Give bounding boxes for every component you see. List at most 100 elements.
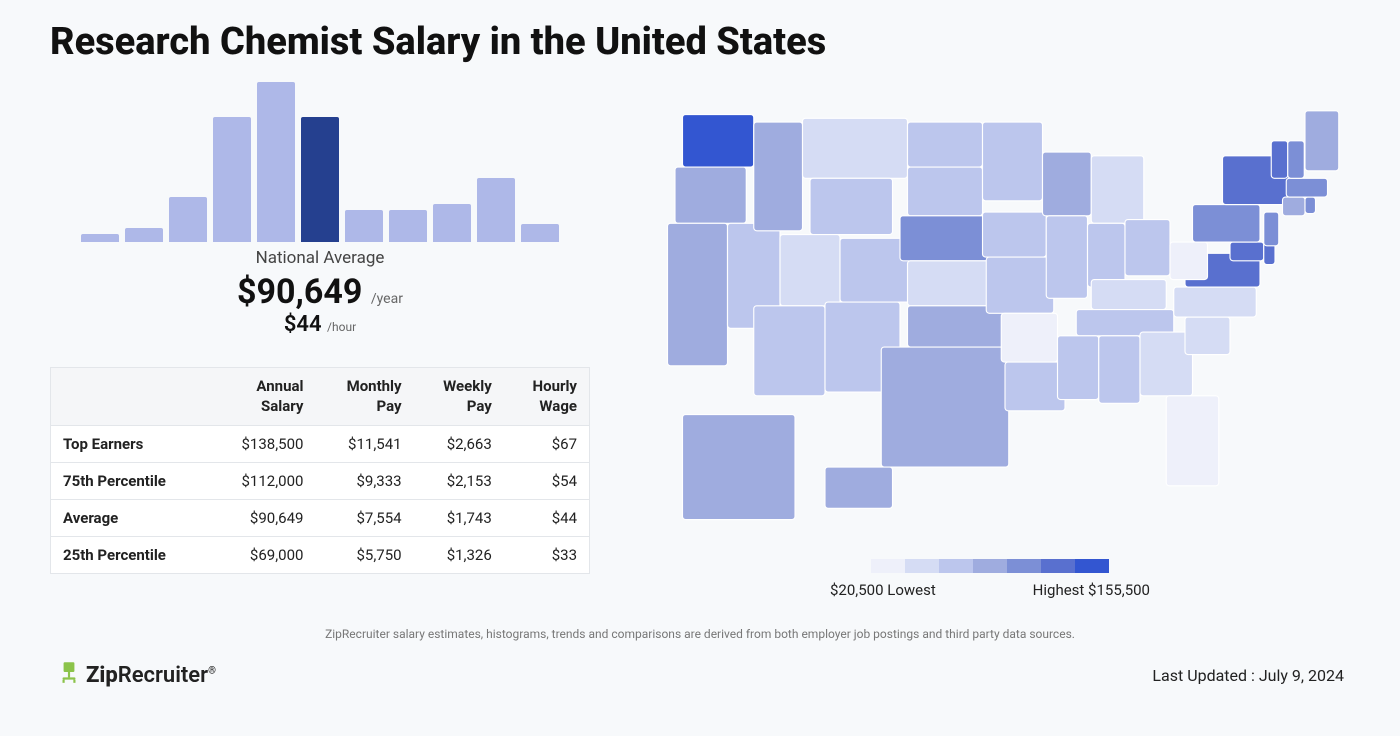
state-NJ — [1264, 212, 1279, 246]
table-row: 25th Percentile$69,000$5,750$1,326$33 — [51, 537, 590, 574]
table-cell: $69,000 — [209, 537, 316, 574]
table-row: Top Earners$138,500$11,541$2,663$67 — [51, 426, 590, 463]
legend-highest: Highest $155,500 — [1033, 581, 1150, 599]
table-cell: $9,333 — [315, 463, 413, 500]
table-column-header — [51, 368, 209, 426]
us-choropleth-map — [630, 82, 1350, 552]
state-MA — [1286, 178, 1327, 197]
table-column-header: AnnualSalary — [209, 368, 316, 426]
histogram-bar — [81, 234, 119, 242]
state-AK — [683, 415, 796, 520]
salary-year-value: $90,649 — [237, 272, 362, 312]
salary-year-unit: /year — [371, 291, 403, 307]
table-cell: 75th Percentile — [51, 463, 209, 500]
table-cell: $1,743 — [414, 500, 504, 537]
state-MT — [803, 118, 908, 178]
histogram-bar — [257, 82, 295, 242]
state-RI — [1305, 197, 1316, 214]
state-ME — [1305, 111, 1339, 171]
state-MI — [1091, 156, 1144, 224]
logo-text-recruiter: Recruiter — [118, 663, 208, 688]
state-ID — [754, 122, 803, 231]
state-UT — [780, 235, 840, 306]
legend-swatch — [905, 559, 939, 573]
salary-per-hour: $44 /hour — [50, 312, 590, 337]
state-MD — [1230, 242, 1264, 261]
state-SD — [908, 167, 983, 216]
table-cell: $67 — [504, 426, 590, 463]
table-cell: Top Earners — [51, 426, 209, 463]
table-cell: $54 — [504, 463, 590, 500]
state-CT — [1283, 197, 1306, 216]
histogram-bar — [477, 178, 515, 242]
state-AR — [1001, 313, 1057, 362]
state-IA — [983, 212, 1047, 257]
legend-swatch — [1041, 559, 1075, 573]
state-PA — [1193, 205, 1261, 243]
state-IL — [1046, 216, 1087, 299]
logo-text-zip: Zip — [86, 663, 118, 688]
state-FL — [1166, 396, 1219, 486]
last-updated: Last Updated : July 9, 2024 — [1152, 666, 1344, 685]
histogram-bar — [389, 210, 427, 242]
table-cell: 25th Percentile — [51, 537, 209, 574]
legend-swatch — [939, 559, 973, 573]
table-cell: Average — [51, 500, 209, 537]
salary-hour-unit: /hour — [327, 320, 356, 334]
table-cell: $11,541 — [315, 426, 413, 463]
table-cell: $7,554 — [315, 500, 413, 537]
state-TX — [881, 347, 1009, 467]
state-WV — [1170, 242, 1208, 280]
state-KS — [908, 261, 998, 306]
table-cell: $33 — [504, 537, 590, 574]
state-IN — [1088, 223, 1126, 287]
table-cell: $1,326 — [414, 537, 504, 574]
map-legend: $20,500 Lowest Highest $155,500 — [630, 558, 1350, 599]
histogram-bar — [125, 228, 163, 242]
state-LA — [1005, 362, 1065, 411]
histogram-bar — [213, 117, 251, 242]
table-column-header: WeeklyPay — [414, 368, 504, 426]
state-AZ — [754, 306, 825, 396]
table-row: Average$90,649$7,554$1,743$44 — [51, 500, 590, 537]
table-cell: $2,153 — [414, 463, 504, 500]
table-cell: $44 — [504, 500, 590, 537]
state-SC — [1185, 317, 1230, 355]
table-column-header: MonthlyPay — [315, 368, 413, 426]
state-NE — [900, 216, 990, 261]
ziprecruiter-logo: ZipRecruiter® — [56, 659, 216, 691]
state-MO — [986, 257, 1054, 313]
state-NH — [1288, 141, 1305, 179]
salary-per-year: $90,649 /year — [50, 272, 590, 312]
histogram-bar — [521, 224, 559, 242]
table-cell: $90,649 — [209, 500, 316, 537]
state-KY — [1091, 280, 1166, 310]
table-column-header: HourlyWage — [504, 368, 590, 426]
national-average-label: National Average — [50, 248, 590, 268]
state-AL — [1099, 336, 1140, 404]
histogram-bar — [169, 197, 207, 242]
legend-swatch — [871, 559, 905, 573]
state-HI — [825, 467, 893, 508]
page-title: Research Chemist Salary in the United St… — [50, 20, 1350, 64]
data-source-footnote: ZipRecruiter salary estimates, histogram… — [50, 627, 1350, 641]
pay-breakdown-table: AnnualSalaryMonthlyPayWeeklyPayHourlyWag… — [50, 367, 590, 574]
state-CA — [668, 223, 728, 366]
legend-swatch — [1007, 559, 1041, 573]
table-cell: $112,000 — [209, 463, 316, 500]
state-NC — [1174, 287, 1257, 317]
state-ND — [908, 122, 983, 167]
legend-swatch — [1075, 559, 1109, 573]
state-OR — [675, 167, 746, 223]
state-OH — [1125, 220, 1170, 276]
legend-swatch — [973, 559, 1007, 573]
table-cell: $5,750 — [315, 537, 413, 574]
table-row: 75th Percentile$112,000$9,333$2,153$54 — [51, 463, 590, 500]
state-WA — [683, 115, 754, 168]
legend-lowest: $20,500 Lowest — [830, 581, 936, 599]
state-WI — [1043, 152, 1092, 216]
salary-hour-value: $44 — [284, 312, 322, 337]
state-WY — [810, 178, 893, 234]
histogram-bar — [433, 204, 471, 242]
state-VT — [1271, 141, 1288, 179]
